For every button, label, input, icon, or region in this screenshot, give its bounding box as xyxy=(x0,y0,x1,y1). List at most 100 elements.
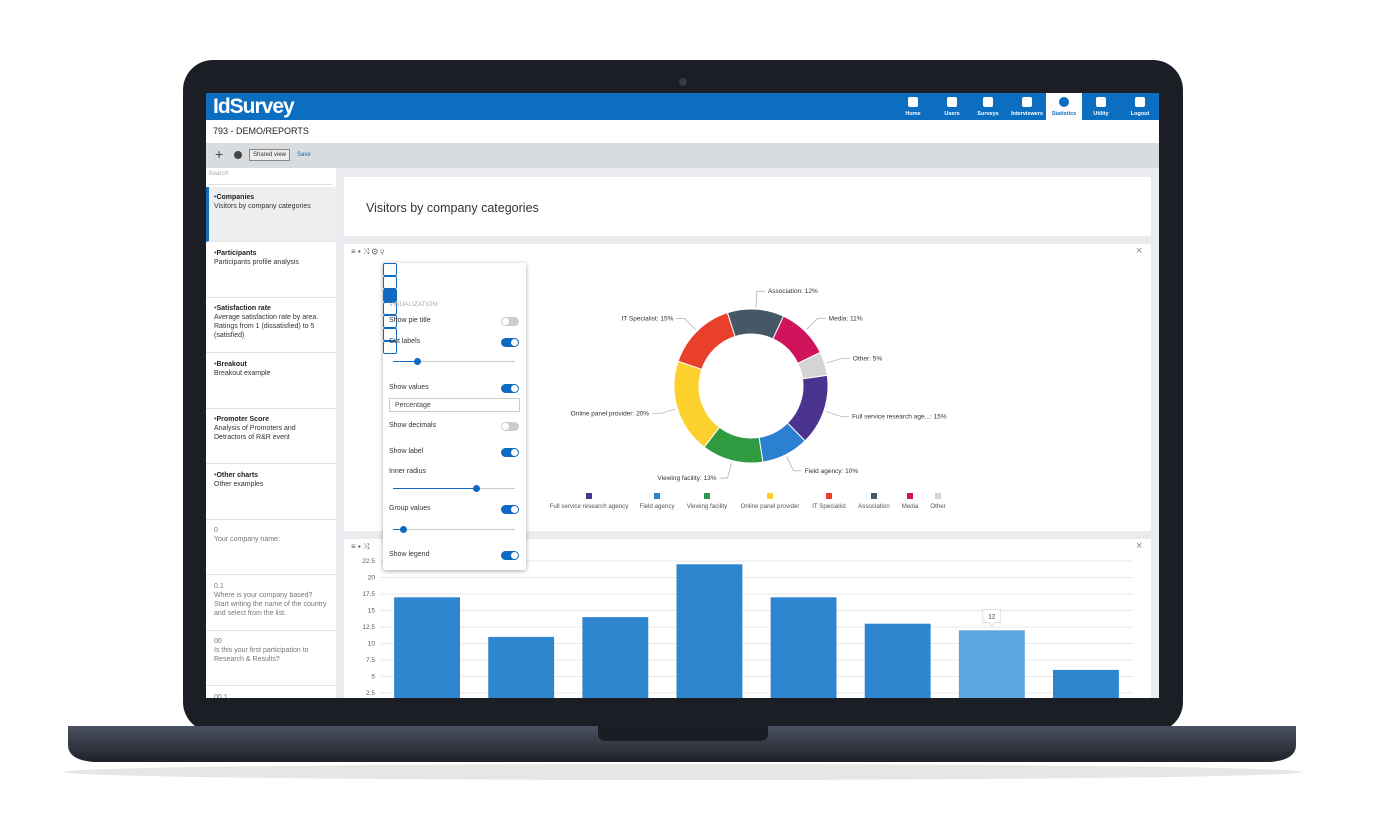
data-label: Online panel provider: 20% xyxy=(571,411,650,418)
pie-slice xyxy=(677,312,736,370)
toggle[interactable] xyxy=(501,384,519,393)
close-button[interactable]: × xyxy=(1136,540,1143,552)
nav-icon xyxy=(1059,97,1069,107)
slider-fill xyxy=(393,361,418,362)
slider-fill xyxy=(393,488,476,489)
settings-popup: VISUALIZATION Show pie title Cut labels Sh… xyxy=(383,263,526,570)
option-label: Show decimals xyxy=(389,422,437,429)
logo[interactable]: IdSurvey xyxy=(213,95,295,118)
settings-button[interactable] xyxy=(234,151,242,159)
option-label: Cut labels xyxy=(389,338,421,345)
nav-item[interactable]: Users xyxy=(934,93,970,120)
bar xyxy=(770,597,837,698)
nav-item[interactable]: Home xyxy=(895,93,931,120)
nav-icon xyxy=(1022,97,1032,107)
nav-item[interactable]: Utility xyxy=(1083,93,1119,120)
close-button[interactable]: × xyxy=(1136,245,1143,257)
title-card: Visitors by company categories xyxy=(344,177,1151,236)
chart-type-button[interactable] xyxy=(383,263,397,276)
nav-label: Interviewers xyxy=(1010,111,1044,117)
chart-type-button[interactable] xyxy=(383,328,397,341)
card-tools[interactable]: ≡ ▪ ⤨ xyxy=(351,542,370,551)
bar xyxy=(864,623,931,698)
base xyxy=(68,726,1296,762)
chart-type-button[interactable] xyxy=(383,315,397,328)
toggle[interactable] xyxy=(501,422,519,431)
nav-icon xyxy=(1135,97,1145,107)
camera xyxy=(679,78,687,86)
search-input[interactable]: Search xyxy=(208,170,332,185)
bar xyxy=(958,630,1025,698)
toggle[interactable] xyxy=(501,338,519,347)
question-code: 00.1 xyxy=(214,693,228,699)
y-tick-label: 15 xyxy=(368,608,376,615)
nav-item[interactable]: Logout xyxy=(1122,93,1158,120)
label-connector xyxy=(652,408,676,414)
chart-type-button[interactable] xyxy=(383,302,397,315)
toggle[interactable] xyxy=(501,551,519,560)
nav-item[interactable]: Surveys xyxy=(970,93,1006,120)
chart-type-button[interactable] xyxy=(383,276,397,289)
label-connector xyxy=(826,358,850,364)
question-item[interactable]: 0 Your company name: xyxy=(206,520,336,575)
nav-item[interactable]: Statistics xyxy=(1046,93,1082,120)
nav-label: Utility xyxy=(1093,111,1109,117)
slider[interactable] xyxy=(393,526,515,533)
shared-view-button[interactable]: Shared view xyxy=(249,149,291,161)
value-format-select[interactable]: Percentage xyxy=(389,398,520,412)
pie-slice xyxy=(797,351,828,380)
nav-label: Home xyxy=(905,111,921,117)
nav-icon xyxy=(983,97,993,107)
nav-label: Surveys xyxy=(977,111,999,117)
option-label: Show pie title xyxy=(389,317,431,324)
data-label: Association: 12% xyxy=(768,288,818,295)
label-connector xyxy=(825,411,849,417)
header: IdSurvey Home Users Surveys Interviewers Sta… xyxy=(206,93,1159,120)
report-title: Breakout xyxy=(214,360,328,369)
toggle[interactable] xyxy=(501,317,519,326)
slider[interactable] xyxy=(393,485,515,492)
label-connector xyxy=(755,290,765,308)
legend-label: Viewing facility xyxy=(687,503,728,510)
question-item[interactable]: 0.1 Where is your company based? Start wr… xyxy=(206,576,336,631)
toggle[interactable] xyxy=(501,505,519,514)
y-tick-label: 17.5 xyxy=(362,591,375,598)
save-link[interactable]: Save xyxy=(297,152,311,158)
slider[interactable] xyxy=(393,358,515,365)
report-description: Visitors by company categories xyxy=(214,203,311,210)
label-connector xyxy=(786,456,802,472)
y-tick-label: 2.5 xyxy=(366,690,375,697)
nav-label: Logout xyxy=(1130,111,1150,117)
slider-handle xyxy=(399,526,407,533)
legend-swatch xyxy=(907,493,913,499)
label-connector xyxy=(806,318,826,330)
add-button[interactable]: + xyxy=(215,146,224,162)
screen: IdSurvey Home Users Surveys Interviewers Sta… xyxy=(206,93,1159,698)
legend-swatch xyxy=(935,493,941,499)
report-title: Visitors by company categories xyxy=(366,201,539,215)
data-label: Field agency: 10% xyxy=(805,468,859,475)
question-item[interactable]: 00 Is this your first participation to Re… xyxy=(206,631,336,686)
chart-type-button[interactable] xyxy=(383,341,397,354)
option-label: Show label xyxy=(389,448,424,455)
data-label: Media: 11% xyxy=(829,315,863,322)
bar xyxy=(582,617,649,698)
chart-type-button[interactable] xyxy=(383,289,397,302)
report-title: Promoter Score xyxy=(214,415,328,424)
report-title: Companies xyxy=(214,193,328,202)
card-tools[interactable]: ≡ ▪ ⤨ ⚙ ⚲ xyxy=(351,247,385,256)
nav-item[interactable]: Interviewers xyxy=(1009,93,1045,120)
toggle[interactable] xyxy=(501,448,519,457)
nav-icon xyxy=(947,97,957,107)
legend-swatch xyxy=(871,493,877,499)
bar xyxy=(394,597,461,698)
data-label: Full service research age...: 15% xyxy=(852,414,947,421)
option-label: Inner radius xyxy=(389,468,426,475)
question-item[interactable]: 00.1 xyxy=(206,687,336,699)
